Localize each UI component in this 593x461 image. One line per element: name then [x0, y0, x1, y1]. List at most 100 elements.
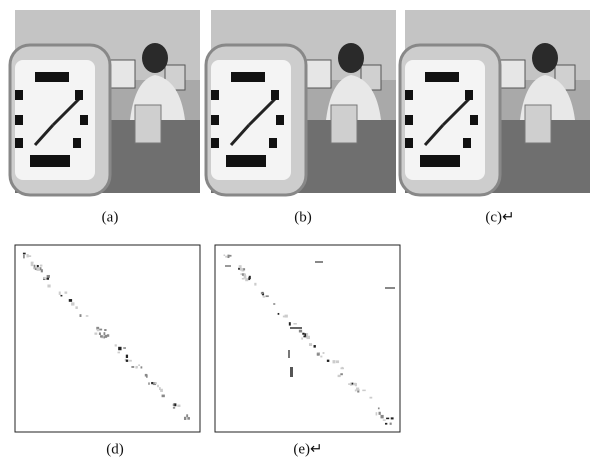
matrix-dot [104, 329, 107, 332]
matrix-dot [37, 265, 39, 268]
matrix-dot [340, 373, 343, 376]
matrix-dot [288, 350, 290, 358]
matrix-dot [262, 295, 266, 298]
matrix-dot [380, 414, 384, 419]
matrix-dot [384, 422, 388, 425]
matrix-dot [117, 351, 121, 354]
matrix-dot [354, 389, 357, 392]
matrix-dot [239, 267, 242, 271]
matrix-dot [385, 287, 395, 289]
matrix-dot [125, 359, 129, 362]
matrix-dot [260, 292, 264, 295]
matrix-dot [335, 360, 340, 364]
matrix-dot [390, 417, 394, 420]
matrix-dot [100, 335, 103, 338]
matrix-dot [242, 273, 246, 276]
matrix-d [14, 244, 201, 433]
caption: (d) [106, 441, 124, 457]
matrix-dot [320, 355, 323, 358]
matrix-dot [228, 254, 232, 257]
matrix-dot [277, 312, 280, 315]
matrix-dot [96, 328, 100, 332]
matrix-dot [284, 314, 288, 318]
matrix-dot [28, 255, 32, 257]
matrix-dots [22, 252, 395, 425]
matrix-dot [369, 396, 373, 399]
matrix-dot [303, 335, 307, 338]
matrix-dot [313, 345, 316, 348]
matrix-dot [30, 261, 34, 264]
matrix-dot [332, 360, 336, 364]
matrix-dot [326, 359, 330, 362]
matrix-dot [144, 373, 148, 377]
matrix-dot [349, 382, 353, 386]
matrix-dot [225, 255, 228, 258]
matrix-dot [223, 254, 226, 257]
matrix-dot [123, 347, 126, 349]
matrix-dot [79, 314, 82, 317]
matrix-dot [151, 381, 154, 385]
matrix-dot [306, 335, 310, 340]
matrix-dot [241, 268, 245, 272]
matrix-dot [282, 315, 285, 318]
matrix-dot [47, 284, 51, 288]
matrix-dot [22, 252, 26, 255]
matrix-dot [118, 346, 122, 351]
matrix-dot [60, 294, 63, 297]
matrix-dot [64, 291, 68, 294]
matrix-dot [308, 343, 313, 346]
matrix-dot [240, 273, 243, 275]
matrix-dot [172, 407, 176, 409]
matrix-dot [34, 267, 38, 271]
matrix-dot [23, 254, 25, 259]
matrix-dot [302, 332, 305, 335]
matrix-dot [273, 303, 276, 305]
matrix-dot [58, 291, 61, 295]
photo-b [204, 8, 398, 197]
matrix-dot [173, 403, 177, 407]
matrix-dot [243, 268, 246, 271]
photo-a [8, 8, 202, 197]
matrix-dot [135, 367, 138, 369]
matrix-dot [131, 366, 135, 368]
matrix-dot [227, 254, 230, 259]
matrix-dot [68, 299, 73, 302]
matrix-dot [305, 333, 309, 337]
matrix-dot [375, 412, 378, 416]
matrix-dot [71, 302, 75, 306]
matrix-dot [172, 403, 175, 406]
matrix-dot [290, 327, 302, 329]
caption: (b) [294, 209, 312, 225]
matrix-dot [183, 416, 187, 420]
matrix-dot [46, 277, 50, 280]
matrix-dot [362, 389, 366, 392]
matrix-dot [238, 267, 241, 270]
matrix-dot [39, 264, 43, 267]
matrix-dot [104, 334, 108, 338]
caption: (c)↵ [485, 209, 514, 225]
matrix-dot [140, 366, 143, 369]
matrix-dot [389, 422, 392, 425]
matrix-dot [265, 295, 269, 298]
matrix-dot [341, 366, 344, 370]
matrix-dot [382, 419, 386, 421]
matrix-dot [357, 389, 360, 393]
matrix-dot [85, 315, 89, 317]
matrix-dot [298, 329, 303, 333]
matrix-dot [40, 269, 43, 273]
matrix-dot [238, 265, 242, 269]
matrix-dot [290, 367, 293, 377]
matrix-dot [135, 365, 138, 368]
matrix-dot [33, 264, 36, 268]
matrix-dot [177, 404, 181, 407]
matrix-dot [316, 353, 320, 356]
matrix-dot [43, 276, 46, 280]
matrix-dot [315, 261, 323, 263]
matrix-dot [186, 414, 189, 418]
matrix-dot [98, 332, 101, 335]
matrix-dot [354, 382, 357, 387]
matrix-dot [26, 254, 29, 258]
matrix-dot [114, 344, 117, 347]
matrix-dot [35, 264, 39, 269]
matrix-dot [148, 382, 150, 385]
